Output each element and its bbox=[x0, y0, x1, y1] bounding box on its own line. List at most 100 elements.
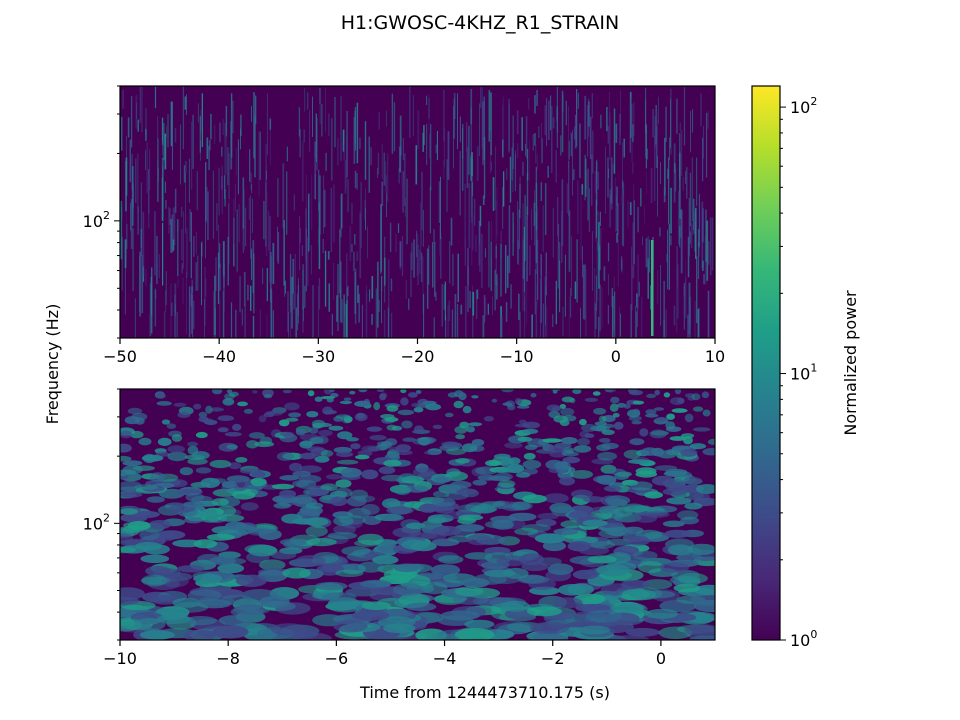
heatmap-cell bbox=[361, 504, 380, 515]
heatmap-cell bbox=[293, 194, 295, 211]
heatmap-cell bbox=[386, 506, 414, 515]
heatmap-cell bbox=[647, 235, 649, 262]
heatmap-cell bbox=[667, 168, 669, 179]
heatmap-cell bbox=[540, 254, 542, 275]
heatmap-cell bbox=[193, 236, 195, 257]
heatmap-cell bbox=[608, 92, 610, 155]
heatmap-cell bbox=[174, 128, 177, 143]
heatmap-cell bbox=[368, 136, 370, 193]
heatmap-cell bbox=[181, 229, 183, 261]
heatmap-cell bbox=[148, 520, 171, 530]
heatmap-cell bbox=[286, 171, 288, 235]
heatmap-cell bbox=[529, 139, 530, 181]
heatmap-cell bbox=[262, 268, 264, 284]
heatmap-cell bbox=[170, 283, 172, 338]
heatmap-cell bbox=[346, 111, 348, 178]
heatmap-cell bbox=[664, 137, 666, 196]
heatmap-cell bbox=[426, 248, 429, 309]
heatmap-cell bbox=[120, 587, 145, 600]
heatmap-cell bbox=[572, 169, 575, 180]
heatmap-cell bbox=[568, 161, 570, 217]
heatmap-cell bbox=[570, 489, 593, 499]
heatmap-cell bbox=[195, 231, 197, 255]
heatmap-cell bbox=[481, 86, 483, 148]
heatmap-cell bbox=[369, 434, 387, 441]
heatmap-cell bbox=[666, 497, 692, 505]
heatmap-cell bbox=[428, 98, 430, 119]
heatmap-cell bbox=[483, 569, 516, 578]
heatmap-cell bbox=[647, 258, 649, 299]
x-tick-label: −20 bbox=[401, 347, 435, 366]
heatmap-cell bbox=[490, 162, 492, 171]
heatmap-cell bbox=[553, 415, 568, 423]
heatmap-cell bbox=[216, 505, 237, 517]
heatmap-cell bbox=[168, 206, 170, 234]
heatmap-cell bbox=[514, 423, 531, 428]
heatmap-cell bbox=[494, 468, 516, 474]
heatmap-cell bbox=[412, 95, 414, 136]
heatmap-cell bbox=[537, 512, 559, 520]
heatmap-cell bbox=[228, 462, 242, 470]
heatmap-cell bbox=[283, 219, 285, 286]
heatmap-cell bbox=[141, 86, 143, 133]
heatmap-cell bbox=[702, 260, 704, 271]
heatmap-cell bbox=[554, 461, 571, 471]
heatmap-cell bbox=[632, 102, 635, 137]
heatmap-cell bbox=[422, 132, 424, 152]
heatmap-cell bbox=[156, 260, 157, 281]
heatmap-cell bbox=[585, 269, 587, 337]
heatmap-cell bbox=[594, 268, 596, 313]
heatmap-cell bbox=[219, 122, 221, 143]
heatmap-cell bbox=[227, 237, 229, 286]
heatmap-cell bbox=[173, 402, 187, 407]
heatmap-cell bbox=[235, 148, 237, 176]
heatmap-cell bbox=[131, 96, 133, 148]
heatmap-cell bbox=[400, 389, 407, 394]
heatmap-cell bbox=[650, 168, 653, 203]
heatmap-cell bbox=[568, 140, 570, 160]
heatmap-cell bbox=[224, 123, 226, 188]
x-tick-label: 0 bbox=[611, 347, 621, 366]
heatmap-cell bbox=[473, 503, 496, 514]
heatmap-cell bbox=[572, 130, 573, 196]
heatmap-cell bbox=[258, 415, 267, 423]
heatmap-cell bbox=[584, 264, 586, 320]
heatmap-cell bbox=[252, 198, 253, 233]
heatmap-cell bbox=[405, 279, 407, 299]
heatmap-cell bbox=[353, 117, 356, 164]
heatmap-cell bbox=[322, 406, 334, 415]
heatmap-cell bbox=[579, 418, 587, 426]
heatmap-cell bbox=[196, 171, 198, 211]
heatmap-cell bbox=[688, 197, 690, 257]
heatmap-cell bbox=[207, 191, 209, 241]
heatmap-cell bbox=[268, 211, 270, 251]
heatmap-cell bbox=[594, 171, 596, 194]
heatmap-cell bbox=[597, 171, 599, 190]
heatmap-cell bbox=[671, 570, 700, 581]
heatmap-cell bbox=[604, 389, 616, 393]
heatmap-cell bbox=[536, 154, 538, 171]
heatmap-cell bbox=[676, 98, 678, 134]
heatmap-cell bbox=[205, 162, 207, 221]
heatmap-cell bbox=[424, 633, 460, 640]
heatmap-cell bbox=[126, 196, 127, 260]
heatmap-cell bbox=[598, 317, 600, 338]
heatmap-cell bbox=[470, 156, 472, 181]
heatmap-cell bbox=[312, 285, 314, 338]
heatmap-cell bbox=[319, 565, 345, 573]
heatmap-cell bbox=[568, 210, 571, 272]
heatmap-cell bbox=[613, 421, 624, 430]
heatmap-cell bbox=[388, 259, 390, 309]
heatmap-cell bbox=[204, 278, 207, 297]
heatmap-cell bbox=[415, 145, 418, 185]
heatmap-cell bbox=[413, 239, 415, 278]
heatmap-cell bbox=[188, 286, 191, 338]
heatmap-cell bbox=[464, 619, 495, 629]
heatmap-cell bbox=[176, 312, 178, 338]
heatmap-cell bbox=[291, 276, 293, 329]
heatmap-cell bbox=[484, 297, 487, 316]
heatmap-cell bbox=[145, 565, 171, 577]
heatmap-cell bbox=[660, 162, 661, 184]
heatmap-cell bbox=[277, 178, 279, 218]
heatmap-cell bbox=[629, 587, 663, 600]
